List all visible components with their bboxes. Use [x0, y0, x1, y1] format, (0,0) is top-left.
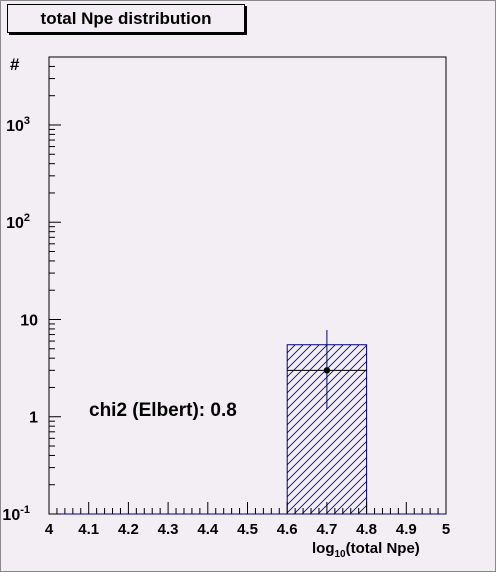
chart-title: total Npe distribution	[7, 4, 245, 33]
x-tick-label: 4.3	[158, 521, 179, 538]
x-tick-label: 4.4	[197, 521, 219, 538]
x-axis-label-rest: (total Npe)	[346, 540, 420, 557]
y-tick-label: 10	[20, 312, 38, 329]
plot-area	[48, 56, 447, 515]
annotation: chi2 (Elbert): 0.8	[89, 400, 237, 421]
y-axis-label: #	[10, 55, 20, 74]
x-tick-label: 4.6	[277, 521, 298, 538]
y-tick-label: 10-1	[2, 504, 30, 524]
data-point-0	[323, 367, 331, 374]
x-axis-label-main: log	[312, 540, 335, 557]
x-axis-label: log10(total Npe)	[312, 540, 420, 560]
x-axis-label-sub: 10	[335, 549, 347, 560]
x-tick-label: 4.2	[118, 521, 139, 538]
x-tick-label: 4.5	[237, 521, 258, 538]
x-tick-label: 4.7	[316, 521, 337, 538]
x-tick-label: 4.8	[356, 521, 377, 538]
y-tick-label: 102	[6, 212, 30, 232]
x-tick-label: 4	[45, 521, 54, 538]
x-tick-label: 5	[442, 521, 450, 538]
y-tick-label: 1	[29, 410, 38, 427]
x-tick-label: 4.9	[396, 521, 417, 538]
x-tick-label: 4.1	[78, 521, 99, 538]
y-tick-label: 103	[6, 115, 30, 135]
